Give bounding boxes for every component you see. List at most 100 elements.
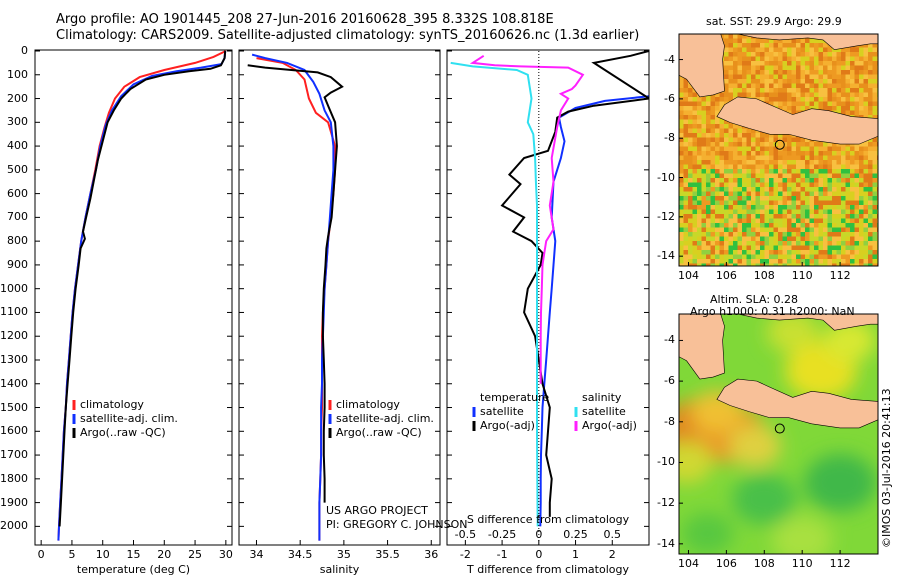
sst-cell xyxy=(764,146,770,152)
sst-cell xyxy=(737,133,743,138)
sst-cell xyxy=(688,178,693,183)
sst-cell xyxy=(814,200,819,206)
ytick-label: 1300 xyxy=(0,352,28,366)
sst-cell xyxy=(773,160,779,165)
sst-cell xyxy=(845,79,851,84)
sst-cell xyxy=(701,146,707,152)
sst-cell xyxy=(683,191,689,197)
sst-cell xyxy=(737,88,743,93)
sst-cell xyxy=(805,52,810,57)
sst-cell xyxy=(688,196,693,201)
sst-cell xyxy=(782,182,788,188)
sst-cell xyxy=(836,56,842,62)
sst-cell xyxy=(787,169,792,174)
sst-cell xyxy=(872,146,878,152)
sst-cell xyxy=(737,92,743,98)
sst-cell xyxy=(836,74,842,80)
sst-cell xyxy=(728,83,734,89)
sst-cell xyxy=(733,88,738,93)
sst-cell xyxy=(868,106,873,111)
sst-cell xyxy=(863,191,869,197)
sst-cell xyxy=(845,187,851,192)
sst-cell xyxy=(859,79,864,84)
sst-cell xyxy=(827,169,833,174)
sst-cell xyxy=(782,254,788,260)
sst-cell xyxy=(796,182,801,188)
sst-cell xyxy=(782,227,788,233)
land-sumatra xyxy=(679,34,725,98)
sst-cell xyxy=(724,65,729,71)
sst-cell xyxy=(823,223,828,228)
sst-cell xyxy=(787,164,792,170)
sst-cell xyxy=(697,137,702,143)
sst-cell xyxy=(683,245,689,251)
sst-cell xyxy=(863,88,869,93)
sst-cell xyxy=(728,178,734,183)
sst-cell xyxy=(737,128,743,134)
sst-cell xyxy=(755,250,761,255)
sst-cell xyxy=(850,173,855,179)
sst-cell xyxy=(809,70,815,75)
sst-cell xyxy=(872,209,878,215)
sst-cell xyxy=(800,250,806,255)
sst-cell xyxy=(760,155,765,161)
sst-cell xyxy=(809,223,815,228)
sst-cell xyxy=(845,205,851,210)
sst-cell xyxy=(791,164,797,170)
sst-cell xyxy=(845,223,851,228)
sst-cell xyxy=(710,119,716,125)
sst-cell xyxy=(800,52,806,57)
sst-cell xyxy=(782,65,788,71)
sst-cell xyxy=(791,191,797,197)
sst-cell xyxy=(854,56,860,62)
sst-cell xyxy=(706,245,711,251)
sst-cell xyxy=(769,142,774,147)
sst-cell xyxy=(872,178,878,183)
sst-cell xyxy=(719,34,725,39)
sst-cell xyxy=(791,245,797,251)
sst-cell xyxy=(823,182,828,188)
sst-cell xyxy=(827,155,833,161)
sst-cell xyxy=(796,137,801,143)
sst-cell xyxy=(728,182,734,188)
series-difference-2 xyxy=(450,61,539,527)
sst-cell xyxy=(805,218,810,224)
sst-cell xyxy=(724,232,729,237)
sst-cell xyxy=(769,74,774,80)
sst-cell xyxy=(679,232,684,237)
sst-cell xyxy=(706,209,711,215)
sst-cell xyxy=(845,263,851,266)
sst-cell xyxy=(809,56,815,62)
sst-cell xyxy=(764,43,770,48)
sst-cell xyxy=(805,196,810,201)
sst-cell xyxy=(854,178,860,183)
sst-cell xyxy=(827,160,833,165)
sst-cell xyxy=(814,88,819,93)
sst-cell xyxy=(683,115,689,120)
sst-cell xyxy=(814,52,819,57)
sst-cell xyxy=(706,254,711,260)
sst-cell xyxy=(836,223,842,228)
sst-cell xyxy=(760,250,765,255)
sst-cell xyxy=(692,250,698,255)
sst-cell xyxy=(787,38,792,44)
sst-cell xyxy=(751,43,756,48)
sst-cell xyxy=(832,259,837,264)
sst-cell xyxy=(764,205,770,210)
sst-cell xyxy=(805,209,810,215)
sst-cell xyxy=(827,227,833,233)
sst-cell xyxy=(841,70,846,75)
sst-cell xyxy=(742,74,747,80)
sst-cell xyxy=(832,151,837,156)
sst-cell xyxy=(751,236,756,242)
sst-cell xyxy=(751,227,756,233)
sst-cell xyxy=(805,259,810,264)
sst-cell xyxy=(769,101,774,107)
sst-cell xyxy=(733,187,738,192)
sst-cell xyxy=(818,155,824,161)
sst-cell xyxy=(809,245,815,251)
sst-cell xyxy=(724,191,729,197)
sst-cell xyxy=(787,88,792,93)
sst-cell xyxy=(746,146,752,152)
sst-cell xyxy=(796,47,801,53)
